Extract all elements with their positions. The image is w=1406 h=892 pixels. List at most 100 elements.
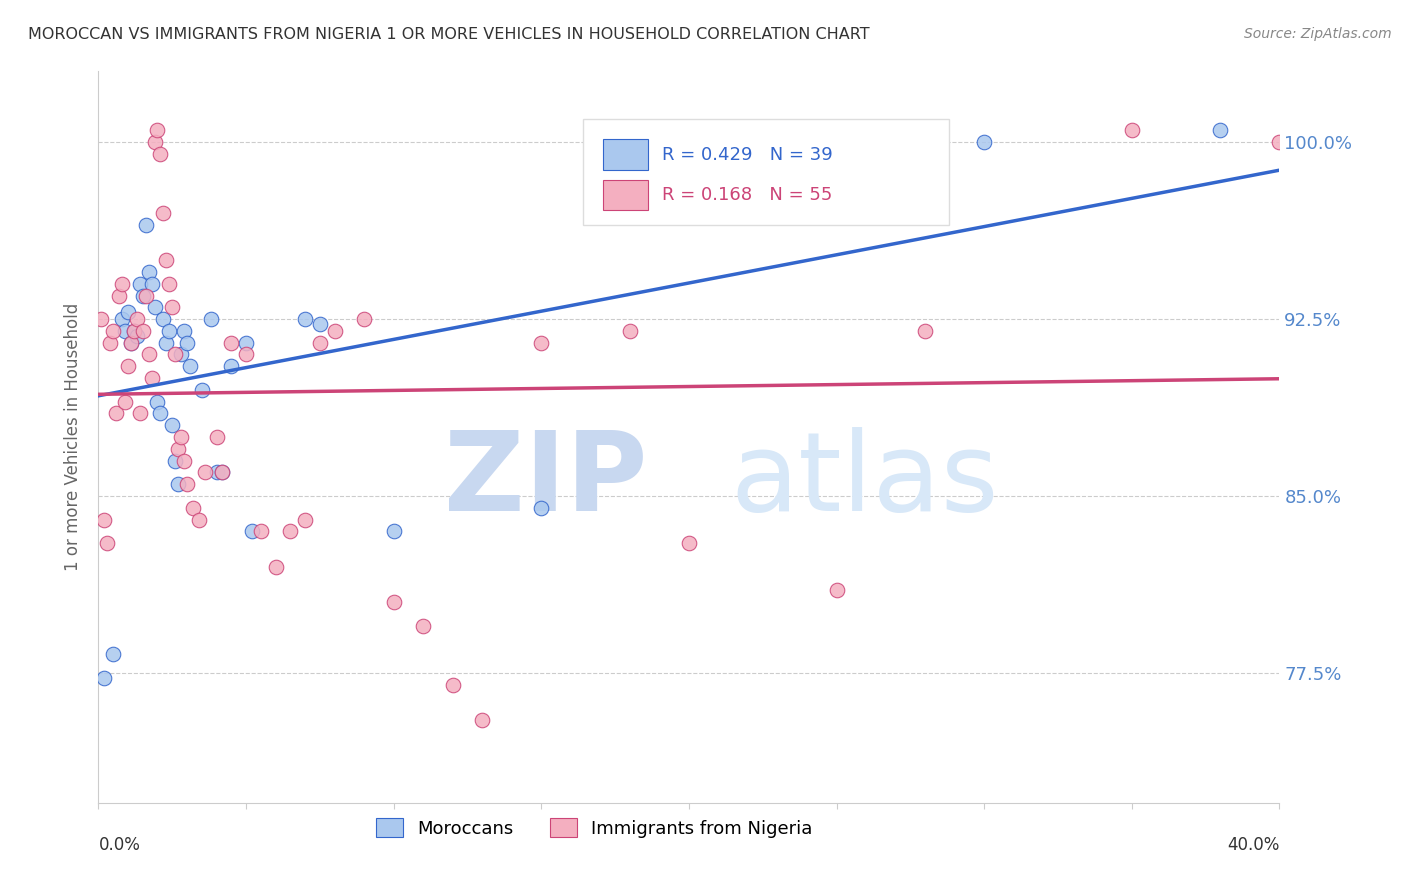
Point [205,430,228,444]
Point [179,359,201,374]
Point [353,312,375,326]
Y-axis label: 1 or more Vehicles in Household: 1 or more Vehicles in Household [65,303,83,571]
Point [149,147,172,161]
Text: 0.0%: 0.0% [98,836,141,854]
Point [128,277,150,291]
Point [128,407,150,421]
Point [117,359,139,374]
Point [146,394,169,409]
Point [125,328,148,343]
Point [221,359,243,374]
Point [141,277,163,291]
Point [141,371,163,385]
Point [250,524,273,539]
Point [149,407,172,421]
Text: Source: ZipAtlas.com: Source: ZipAtlas.com [1244,27,1392,41]
Point [914,324,936,338]
Point [1268,135,1291,149]
Point [117,305,139,319]
Point [678,536,700,550]
Point [412,619,434,633]
Point [135,218,157,232]
Point [176,335,198,350]
Point [382,524,405,539]
Point [93,671,115,685]
Point [162,418,183,433]
Point [240,524,263,539]
Point [191,383,214,397]
Point [111,312,134,326]
Point [132,288,155,302]
Point [157,324,180,338]
Bar [603,179,648,211]
Point [200,312,222,326]
Bar [603,139,648,170]
Point [294,513,316,527]
Point [211,466,233,480]
Point [170,430,193,444]
Point [122,324,145,338]
Point [173,453,195,467]
Point [135,288,157,302]
FancyBboxPatch shape [582,119,949,225]
Point [973,135,995,149]
Text: 40.0%: 40.0% [1227,836,1279,854]
Point [382,595,405,609]
Point [114,394,136,409]
Point [155,335,177,350]
Point [176,477,198,491]
Point [146,123,169,137]
Point [309,335,332,350]
Point [165,347,187,361]
Point [108,288,131,302]
Point [235,347,257,361]
Point [323,324,346,338]
Point [125,312,148,326]
Point [309,317,332,331]
Point [264,559,287,574]
Point [132,324,155,338]
Point [157,277,180,291]
Point [98,335,121,350]
Point [1121,123,1143,137]
Point [96,536,118,550]
Point [138,265,160,279]
Point [173,324,195,338]
Text: MOROCCAN VS IMMIGRANTS FROM NIGERIA 1 OR MORE VEHICLES IN HOUSEHOLD CORRELATION : MOROCCAN VS IMMIGRANTS FROM NIGERIA 1 OR… [28,27,870,42]
Point [114,324,136,338]
Text: atlas: atlas [730,427,998,534]
Point [143,135,166,149]
Point [93,513,115,527]
Point [111,277,134,291]
Point [162,301,183,315]
Point [221,335,243,350]
Point [105,407,128,421]
Point [280,524,302,539]
Point [181,500,204,515]
Point [170,347,193,361]
Point [471,713,494,727]
Point [211,466,233,480]
Point [103,324,125,338]
Point [122,324,145,338]
Point [167,477,190,491]
Point [138,347,160,361]
Point [165,453,187,467]
Point [155,253,177,268]
Point [120,335,142,350]
Point [90,312,112,326]
Point [120,335,142,350]
Point [194,466,217,480]
Point [1209,123,1232,137]
Point [825,583,848,598]
Point [152,206,174,220]
Point [187,513,209,527]
Text: R = 0.429   N = 39: R = 0.429 N = 39 [662,145,832,164]
Point [152,312,174,326]
Point [205,466,228,480]
Text: R = 0.168   N = 55: R = 0.168 N = 55 [662,186,832,204]
Point [294,312,316,326]
Point [619,324,641,338]
Point [143,301,166,315]
Point [103,647,125,661]
